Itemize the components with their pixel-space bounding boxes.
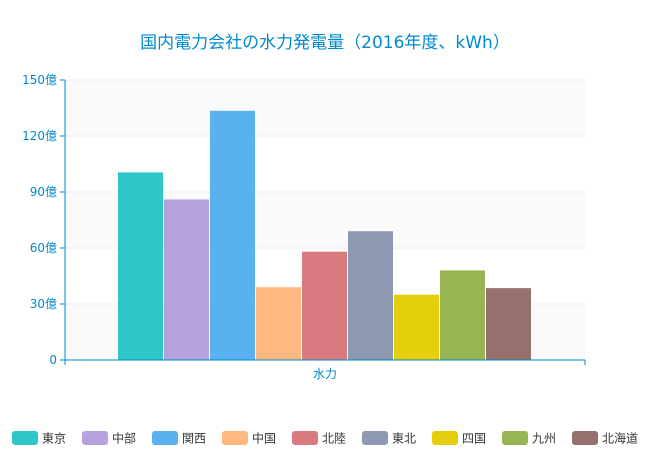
y-tick-label: 30億 — [30, 297, 57, 311]
chart-title: 国内電力会社の水力発電量（2016年度、kWh） — [140, 33, 510, 53]
legend-item-中部[interactable]: 中部 — [82, 431, 136, 446]
legend-item-中国[interactable]: 中国 — [222, 431, 276, 446]
legend-swatch — [362, 431, 388, 445]
legend-item-関西[interactable]: 関西 — [152, 431, 206, 446]
plot-band — [65, 80, 585, 136]
legend-label: 東京 — [42, 432, 66, 446]
legend-label: 中国 — [252, 431, 276, 446]
y-tick-label: 120億 — [22, 129, 57, 143]
axes — [64, 80, 585, 361]
bar-北海道[interactable] — [486, 288, 531, 360]
legend-swatch — [82, 431, 108, 445]
legend-item-東北[interactable]: 東北 — [362, 431, 416, 446]
bar-九州[interactable] — [440, 270, 485, 360]
legend-item-九州[interactable]: 九州 — [502, 431, 556, 446]
bar-中国[interactable] — [256, 287, 301, 360]
legend-label: 北海道 — [602, 431, 638, 446]
legend-label: 九州 — [532, 432, 556, 446]
bar-中部[interactable] — [164, 199, 209, 360]
bar-北陸[interactable] — [302, 251, 347, 360]
y-axis-ticks: 0 30億 60億 90億 120億 150億 — [22, 73, 65, 367]
legend-swatch — [502, 431, 528, 445]
bar-関西[interactable] — [210, 110, 255, 360]
bar-東京[interactable] — [118, 172, 163, 360]
legend-label: 中部 — [112, 431, 136, 446]
x-axis-ticks: 水力 — [64, 360, 586, 381]
x-tick-label: 水力 — [313, 367, 337, 381]
legend-swatch — [152, 431, 178, 445]
legend-swatch — [292, 431, 318, 445]
legend-item-四国[interactable]: 四国 — [432, 431, 486, 446]
legend-swatch — [12, 431, 38, 445]
legend-label: 四国 — [462, 432, 486, 446]
legend-item-北海道[interactable]: 北海道 — [572, 431, 638, 446]
legend-swatch — [572, 431, 598, 445]
legend: 東京 中部 関西 中国 北陸 東北 四国 九州 北海道 — [12, 431, 638, 446]
y-tick-label: 90億 — [30, 185, 57, 199]
y-tick-label: 150億 — [22, 73, 57, 87]
legend-swatch — [222, 431, 248, 445]
legend-item-北陸[interactable]: 北陸 — [292, 431, 346, 446]
legend-label: 東北 — [392, 432, 416, 446]
bars — [118, 110, 531, 360]
y-tick-label: 60億 — [30, 241, 57, 255]
legend-item-東京[interactable]: 東京 — [12, 431, 66, 446]
y-tick-label: 0 — [49, 353, 57, 367]
legend-label: 関西 — [182, 432, 206, 446]
bar-四国[interactable] — [394, 294, 439, 360]
legend-swatch — [432, 431, 458, 445]
legend-label: 北陸 — [322, 432, 346, 446]
bar-東北[interactable] — [348, 231, 393, 360]
